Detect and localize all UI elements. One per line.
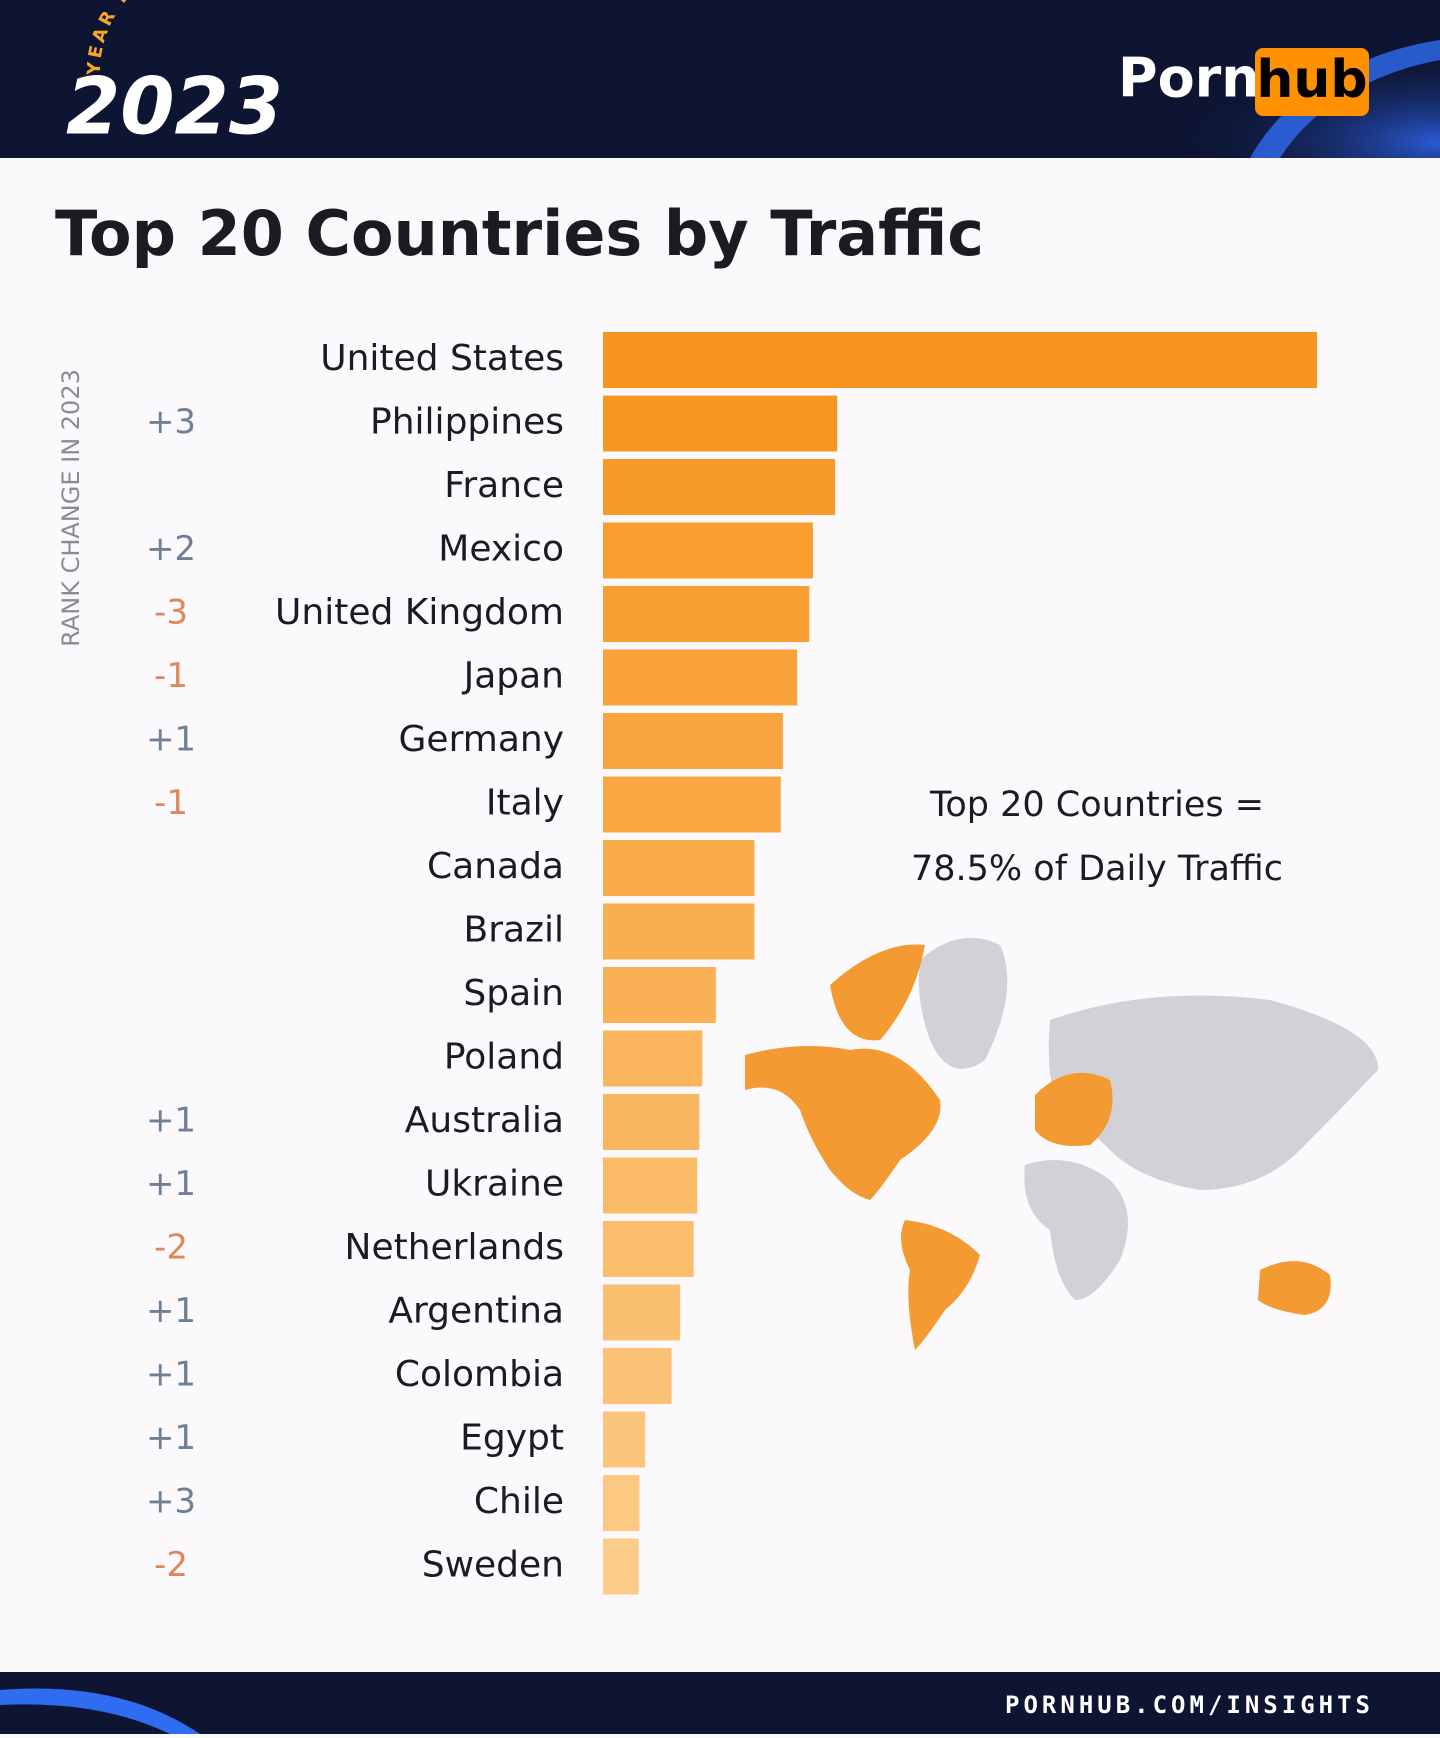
rank-change: -2 (154, 1228, 188, 1268)
rank-change: +1 (146, 720, 196, 760)
rank-change: -1 (154, 783, 188, 823)
logo-left: Porn (1118, 47, 1260, 110)
rank-change: -2 (154, 1545, 188, 1585)
category-label: Netherlands (345, 1227, 564, 1268)
bar (603, 713, 783, 769)
category-label: France (444, 465, 564, 506)
category-label: Spain (463, 973, 564, 1014)
category-label: Argentina (388, 1291, 564, 1332)
axis-label: RANK CHANGE IN 2023 (57, 369, 85, 647)
category-label: Brazil (464, 910, 564, 951)
arctic-canada (830, 944, 925, 1041)
category-label: Ukraine (425, 1164, 564, 1205)
bar (603, 1094, 700, 1150)
category-label: Sweden (422, 1545, 564, 1586)
bar (603, 1411, 646, 1468)
rank-change: +2 (146, 529, 196, 569)
bar (603, 522, 813, 579)
africa (1024, 1160, 1128, 1300)
bar (603, 586, 810, 642)
bar (603, 395, 838, 452)
category-label: Italy (486, 783, 564, 824)
australia (1258, 1261, 1331, 1315)
bar (603, 776, 781, 833)
world-map (745, 937, 1379, 1350)
bar (603, 1348, 672, 1404)
category-label: Philippines (370, 402, 564, 443)
rank-change: +1 (146, 1418, 196, 1458)
rank-change: +3 (146, 1482, 196, 1522)
header: YEAR IN REVIEW 2023 Porn hub (0, 0, 1440, 158)
bar (603, 840, 755, 896)
category-label: Australia (405, 1100, 564, 1141)
logo-right: hub (1256, 50, 1367, 110)
greenland (918, 937, 1008, 1069)
bar (603, 903, 755, 960)
annotation: 78.5% of Daily Traffic (911, 849, 1283, 889)
category-label: Poland (444, 1037, 564, 1078)
bar (603, 1030, 703, 1087)
annotation: Top 20 Countries = (929, 785, 1264, 825)
bar (603, 1157, 698, 1214)
header-arc (1250, 40, 1440, 158)
rank-change: +1 (146, 1164, 196, 1204)
rank-change: -3 (154, 593, 188, 633)
europe (1035, 1072, 1113, 1146)
category-label: Canada (427, 846, 564, 887)
rank-change: +1 (146, 1101, 196, 1141)
bar (603, 332, 1317, 388)
bar (603, 1538, 639, 1595)
rank-change: +1 (146, 1355, 196, 1395)
logo-box (1255, 48, 1369, 116)
asia (1048, 995, 1379, 1190)
category-label: Colombia (395, 1354, 564, 1395)
chart-title: Top 20 Countries by Traffic (55, 197, 984, 270)
rank-change: +3 (146, 402, 196, 442)
category-label: Chile (474, 1481, 564, 1522)
rank-change: +1 (146, 1291, 196, 1331)
category-label: Egypt (460, 1418, 564, 1459)
south-america (901, 1220, 980, 1350)
footer-bg (0, 1672, 1440, 1734)
bar (603, 459, 836, 515)
bar (603, 1221, 694, 1277)
category-label: Germany (399, 719, 564, 760)
bar (603, 1475, 640, 1531)
rank-change: -1 (154, 656, 188, 696)
category-label: United States (320, 338, 564, 379)
bar (603, 1284, 681, 1341)
bar (603, 649, 798, 706)
category-label: United Kingdom (275, 592, 564, 633)
category-label: Japan (462, 656, 564, 697)
bar (603, 967, 716, 1023)
north-america (745, 1046, 941, 1200)
year: 2023 (66, 62, 283, 152)
footer-arc (0, 1688, 200, 1734)
category-label: Mexico (438, 529, 564, 570)
footer-url: PORNHUB.COM/INSIGHTS (1005, 1691, 1374, 1719)
